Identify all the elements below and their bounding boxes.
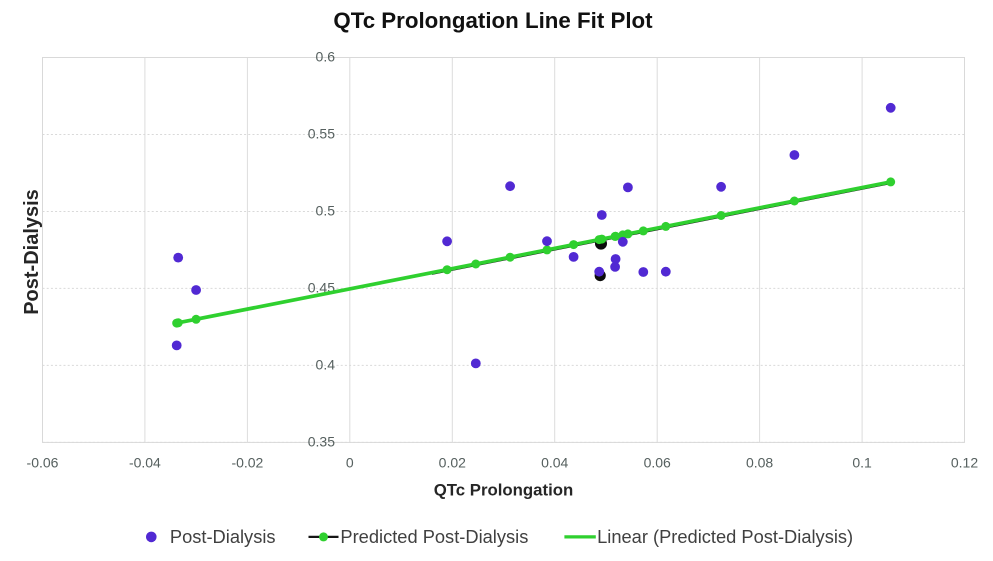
svg-text:0.55: 0.55 (308, 125, 335, 141)
svg-text:0.12: 0.12 (951, 455, 978, 471)
svg-text:0.35: 0.35 (308, 433, 335, 449)
svg-text:-0.02: -0.02 (231, 455, 263, 471)
svg-text:Linear (Predicted Post-Dialysi: Linear (Predicted Post-Dialysis) (597, 526, 853, 547)
svg-text:Predicted Post-Dialysis: Predicted Post-Dialysis (340, 526, 528, 547)
svg-text:0.1: 0.1 (852, 455, 872, 471)
svg-text:0.4: 0.4 (316, 356, 336, 372)
svg-text:0.6: 0.6 (316, 48, 336, 64)
svg-text:Post-Dialysis: Post-Dialysis (21, 189, 43, 315)
svg-text:0.04: 0.04 (541, 455, 568, 471)
svg-text:0: 0 (346, 455, 354, 471)
svg-text:QTc Prolongation: QTc Prolongation (434, 481, 574, 500)
svg-text:0.08: 0.08 (746, 455, 773, 471)
svg-text:-0.04: -0.04 (129, 455, 161, 471)
svg-text:0.06: 0.06 (644, 455, 671, 471)
svg-text:QTc Prolongation Line Fit Plot: QTc Prolongation Line Fit Plot (333, 8, 653, 33)
svg-text:0.02: 0.02 (439, 455, 466, 471)
svg-text:-0.06: -0.06 (27, 455, 59, 471)
svg-text:0.5: 0.5 (316, 202, 336, 218)
svg-text:Post-Dialysis: Post-Dialysis (170, 526, 276, 547)
